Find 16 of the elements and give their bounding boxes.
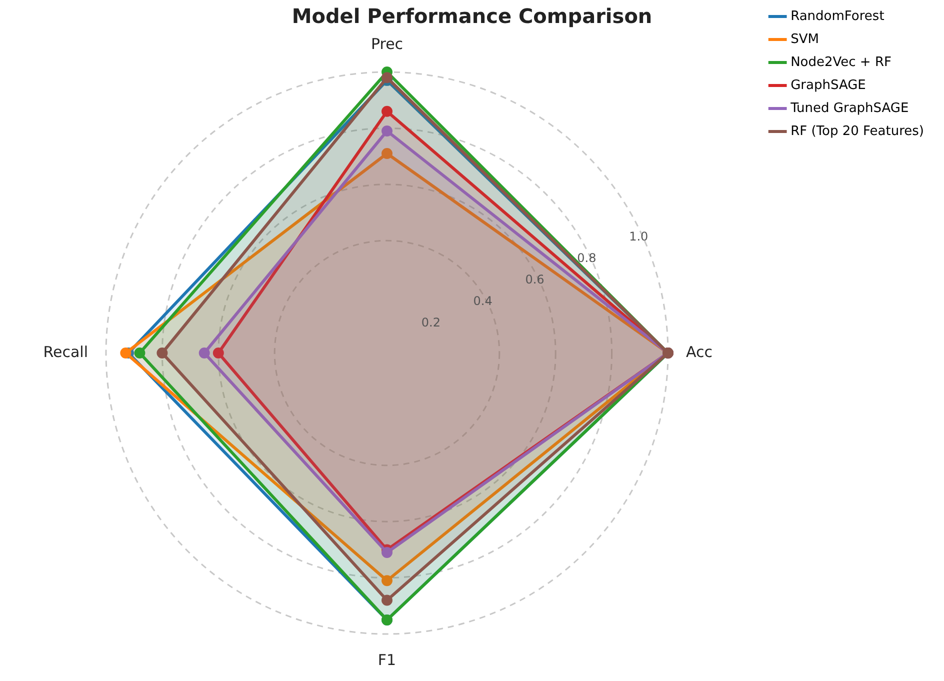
legend-label: SVM xyxy=(790,32,819,47)
legend-label: Node2Vec + RF xyxy=(790,54,892,70)
y-tick-label: 0.2 xyxy=(421,316,440,330)
y-tick-label: 0.8 xyxy=(577,251,596,266)
y-tick-label: 1.0 xyxy=(629,230,648,244)
spoke-label: F1 xyxy=(378,650,396,669)
spoke-label: Prec xyxy=(370,34,404,53)
y-tick-label: 0.4 xyxy=(473,294,492,308)
legend-label: RF (Top 20 Features) xyxy=(790,124,924,139)
y-tick-label: 0.6 xyxy=(525,272,544,287)
spoke-label: Acc xyxy=(686,342,712,361)
legend-label: GraphSAGE xyxy=(790,78,866,93)
legend-label: Tuned GraphSAGE xyxy=(790,100,909,116)
chart-title: Model Performance Comparison xyxy=(292,4,652,28)
legend-label: RandomForest xyxy=(790,8,884,24)
spoke-label: Recall xyxy=(43,342,88,361)
